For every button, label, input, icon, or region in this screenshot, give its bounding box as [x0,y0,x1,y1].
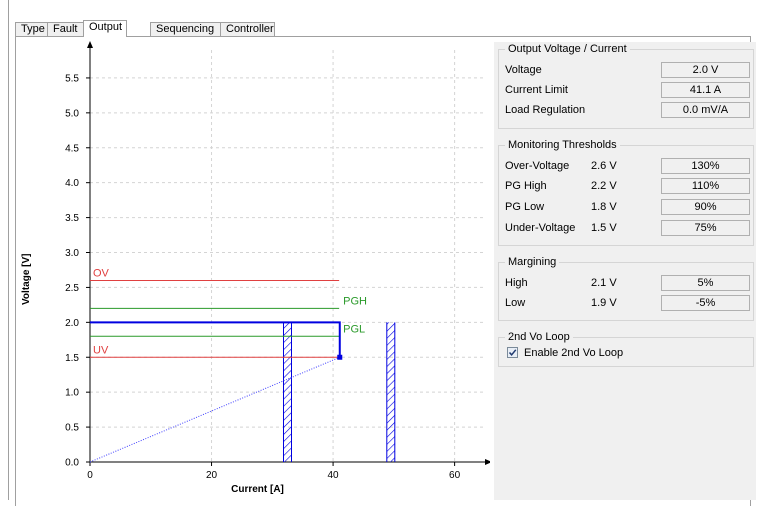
y-tick-label-4: 2.0 [65,318,79,329]
margin-low-volts: 1.9 V [591,297,617,309]
y-tick-label-11: 5.5 [65,73,79,84]
x-tick-label-1: 20 [206,470,218,481]
pg-high-label: PG High [505,180,547,192]
load-line [89,356,340,463]
current-limit-bar-0 [283,322,292,462]
margining-row-high: High 2.1 V 5% [505,275,751,291]
threshold-label-ov: OV [93,267,110,279]
x-tick-label-0: 0 [87,470,93,481]
enable-second-loop-label: Enable 2nd Vo Loop [524,347,624,359]
y-tick-label-3: 1.5 [65,353,79,364]
threshold-label-uv: UV [93,344,109,356]
margining-row-low: Low 1.9 V -5% [505,295,751,311]
monitoring-thresholds-group: Monitoring Thresholds Over-Voltage 2.6 V… [498,139,754,246]
threshold-label-pgl: PGL [343,323,365,335]
load-regulation-label: Load Regulation [505,104,586,116]
group-title-output: Output Voltage / Current [505,43,630,56]
threshold-row-over-voltage: Over-Voltage 2.6 V 130% [505,158,751,174]
voltage-current-chart: 0.0 0.5 1.0 1.5 2.0 2.5 3.0 3.5 4.0 4.5 5.0 5.5 0 20 4… [16,37,490,500]
margin-low-label: Low [505,297,526,309]
group-title-margining: Margining [505,256,560,269]
checkmark-icon [508,349,517,356]
pg-low-label: PG Low [505,201,545,213]
chart-canvas: 0.0 0.5 1.0 1.5 2.0 2.5 3.0 3.5 4.0 4.5 5.0 5.5 0 20 4… [65,41,490,495]
vout-curve [90,321,341,358]
current-limit-field[interactable]: 41.1 A [661,82,750,98]
settings-panel: Output Voltage / Current Voltage 2.0 V C… [494,42,756,500]
enable-second-loop-checkbox[interactable] [507,347,518,358]
threshold-label-pgh: PGH [343,295,367,307]
voltage-label: Voltage [505,64,542,76]
y-tick-label-7: 3.5 [65,213,79,224]
threshold-row-pg-low: PG Low 1.8 V 90% [505,199,751,215]
y-tick-label-2: 1.0 [65,388,79,399]
tab-controller[interactable]: Controller [220,22,275,36]
margin-high-volts: 2.1 V [591,277,617,289]
tab-output[interactable]: Output [83,20,127,37]
y-tick-label-8: 4.0 [65,178,79,189]
y-tick-label-5: 2.5 [65,283,79,294]
operating-point-marker [337,354,343,360]
tab-type[interactable]: Type [15,22,48,36]
margin-low-percent-field[interactable]: -5% [661,295,750,311]
current-limit-bar-1 [386,322,395,462]
pg-low-percent-field[interactable]: 90% [661,199,750,215]
under-voltage-volts: 1.5 V [591,222,617,234]
x-tick-label-3: 60 [449,470,461,481]
voltage-row: Voltage 2.0 V [505,62,751,78]
y-tick-label-9: 4.5 [65,143,79,154]
y-tick-label-10: 5.0 [65,108,79,119]
margin-high-percent-field[interactable]: 5% [661,275,750,291]
pg-low-volts: 1.8 V [591,201,617,213]
threshold-row-pg-high: PG High 2.2 V 110% [505,178,751,194]
tab-sequencing[interactable]: Sequencing [150,22,221,36]
margining-group: Margining High 2.1 V 5% Low 1.9 V -5% [498,256,754,321]
pg-high-percent-field[interactable]: 110% [661,178,750,194]
over-voltage-label: Over-Voltage [505,160,570,172]
current-limit-label: Current Limit [505,84,568,96]
group-title-second-loop: 2nd Vo Loop [505,331,573,344]
voltage-field[interactable]: 2.0 V [661,62,750,78]
group-title-monitoring: Monitoring Thresholds [505,139,620,152]
y-tick-label-6: 3.0 [65,248,79,259]
load-regulation-row: Load Regulation 0.0 mV/A [505,102,751,118]
y-tick-label-1: 0.5 [65,423,79,434]
over-voltage-percent-field[interactable]: 130% [661,158,750,174]
over-voltage-volts: 2.6 V [591,160,617,172]
output-voltage-current-group: Output Voltage / Current Voltage 2.0 V C… [498,43,754,129]
margin-high-label: High [505,277,528,289]
y-tick-label-0: 0.0 [65,458,79,469]
tab-fault[interactable]: Fault [47,22,84,36]
threshold-row-under-voltage: Under-Voltage 1.5 V 75% [505,220,751,236]
second-vo-loop-group: 2nd Vo Loop Enable 2nd Vo Loop [498,331,754,367]
x-axis-arrow-icon [485,459,490,465]
under-voltage-percent-field[interactable]: 75% [661,220,750,236]
y-axis-arrow-icon [87,41,93,48]
under-voltage-label: Under-Voltage [505,222,576,234]
load-regulation-field[interactable]: 0.0 mV/A [661,102,750,118]
chart-xlabel: Current [A] [231,484,284,495]
x-tick-label-2: 40 [328,470,340,481]
window-left-border [8,0,9,500]
current-limit-row: Current Limit 41.1 A [505,82,751,98]
pg-high-volts: 2.2 V [591,180,617,192]
chart-ylabel: Voltage [V] [21,253,32,305]
